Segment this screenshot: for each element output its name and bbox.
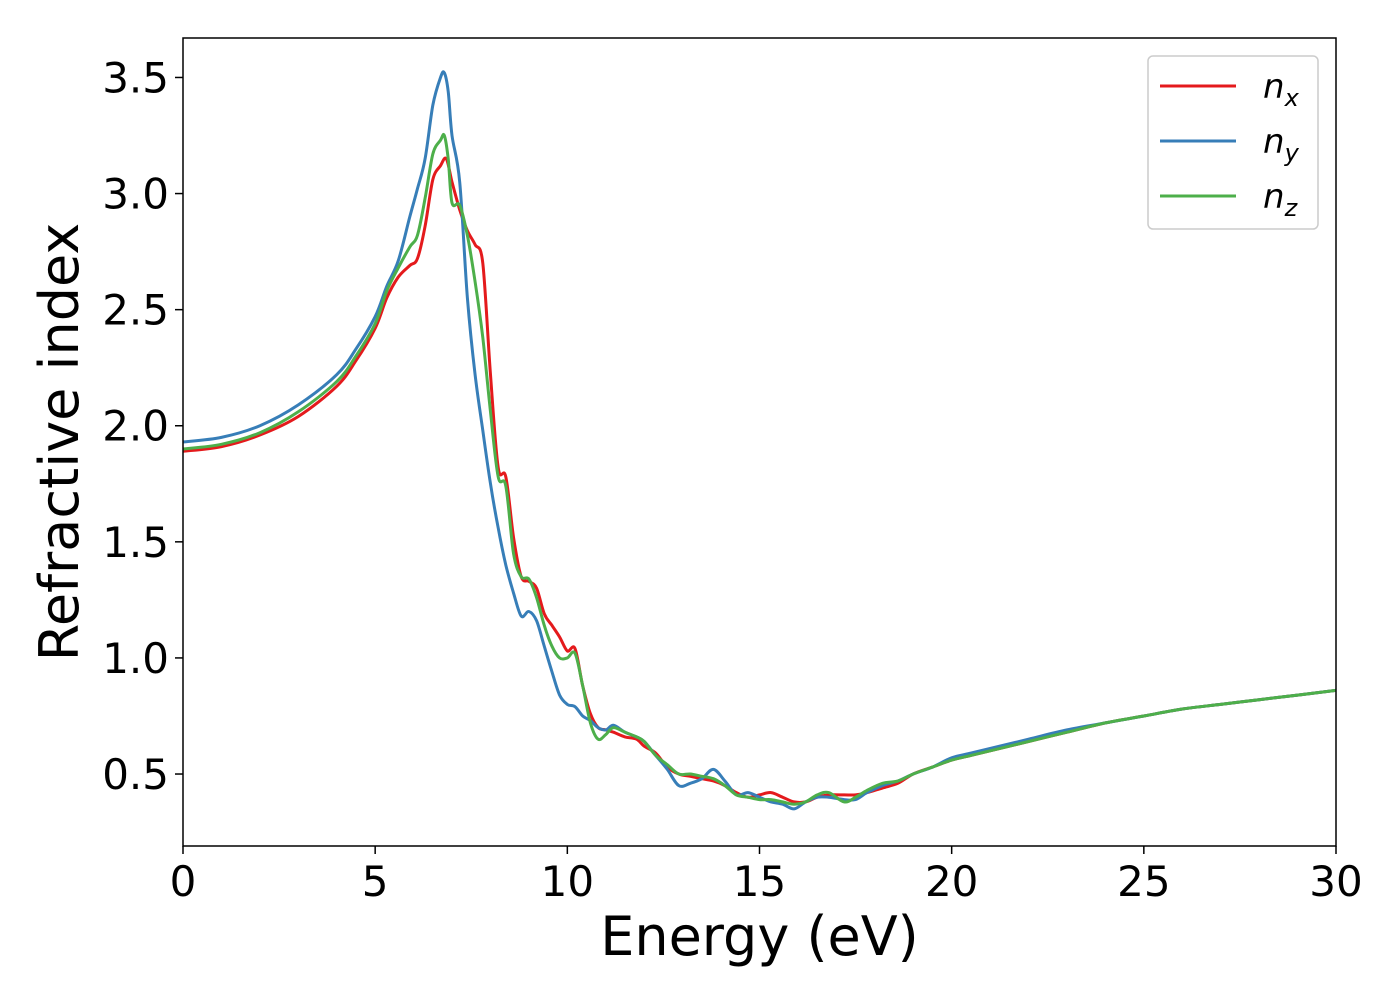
y-axis-ticks: 0.5 1.0 1.5 2.0 2.5 3.0 3.5 xyxy=(102,53,183,799)
x-axis-ticks: 0 5 10 15 20 25 30 xyxy=(170,846,1363,906)
x-tick-label: 0 xyxy=(170,857,197,906)
y-tick-label: 0.5 xyxy=(102,750,169,799)
legend-label: ny xyxy=(1263,122,1300,167)
x-tick-label: 15 xyxy=(733,857,786,906)
y-tick-label: 1.0 xyxy=(102,634,169,683)
x-tick-label: 25 xyxy=(1117,857,1170,906)
series-line-n-z xyxy=(183,132,1336,806)
legend-label: nx xyxy=(1263,67,1300,112)
legend: nx ny nz xyxy=(1147,55,1319,230)
y-tick-label: 3.0 xyxy=(102,170,169,219)
x-axis-title: Energy (eV) xyxy=(600,905,919,968)
x-tick-label: 30 xyxy=(1309,857,1362,906)
x-tick-label: 20 xyxy=(925,857,978,906)
plot-lines xyxy=(183,70,1336,811)
y-tick-label: 1.5 xyxy=(102,518,169,567)
y-tick-label: 2.0 xyxy=(102,402,169,451)
series-line-n-x xyxy=(183,156,1336,804)
legend-label: nz xyxy=(1263,177,1299,222)
x-tick-label: 10 xyxy=(541,857,594,906)
y-axis-title: Refractive index xyxy=(28,223,91,662)
y-tick-label: 2.5 xyxy=(102,286,169,335)
x-tick-label: 5 xyxy=(362,857,389,906)
y-tick-label: 3.5 xyxy=(102,53,169,102)
